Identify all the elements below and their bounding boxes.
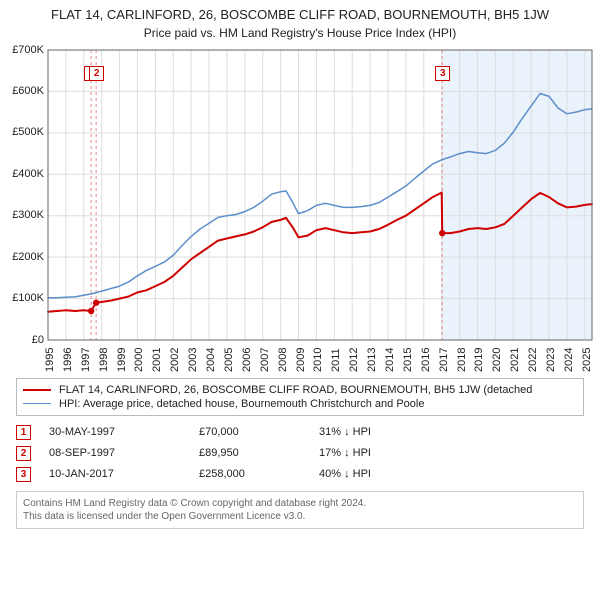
page-subtitle: Price paid vs. HM Land Registry's House … <box>0 24 600 44</box>
x-tick-label: 2013 <box>366 347 378 371</box>
x-tick-label: 1997 <box>80 347 92 371</box>
event-date: 30-MAY-1997 <box>49 426 199 438</box>
y-tick-label: £600K <box>12 85 44 97</box>
event-delta: 31% ↓ HPI <box>319 426 371 438</box>
x-tick-label: 2005 <box>223 347 235 371</box>
x-tick-label: 2019 <box>473 347 485 371</box>
footer-line-2: This data is licensed under the Open Gov… <box>23 510 577 523</box>
x-tick-label: 2002 <box>169 347 181 371</box>
legend-label: FLAT 14, CARLINFORD, 26, BOSCOMBE CLIFF … <box>59 384 532 396</box>
event-date: 08-SEP-1997 <box>49 447 199 459</box>
x-tick-label: 2012 <box>348 347 360 371</box>
events-table: 1 30-MAY-1997£70,00031% ↓ HPI 2 08-SEP-1997… <box>16 422 584 485</box>
x-tick-label: 2011 <box>330 348 342 372</box>
x-tick-label: 2018 <box>456 347 468 371</box>
x-tick-label: 1995 <box>44 347 56 371</box>
event-price: £70,000 <box>199 426 319 438</box>
event-row: 1 30-MAY-1997£70,00031% ↓ HPI <box>16 422 584 443</box>
x-tick-label: 2008 <box>277 347 289 371</box>
x-tick-label: 1996 <box>62 347 74 371</box>
footer-attribution: Contains HM Land Registry data © Crown c… <box>16 491 584 529</box>
x-tick-label: 2016 <box>420 347 432 371</box>
x-tick-label: 2001 <box>151 347 163 371</box>
x-tick-label: 2006 <box>241 347 253 371</box>
y-tick-label: £300K <box>12 209 44 221</box>
x-tick-label: 2024 <box>563 347 575 371</box>
event-delta: 17% ↓ HPI <box>319 447 371 459</box>
x-tick-label: 2010 <box>312 347 324 371</box>
y-tick-label: £500K <box>12 126 44 138</box>
chart-svg <box>0 44 600 374</box>
x-tick-label: 2004 <box>205 347 217 371</box>
x-tick-label: 2015 <box>402 347 414 371</box>
event-delta: 40% ↓ HPI <box>319 468 371 480</box>
x-tick-label: 2003 <box>187 347 199 371</box>
y-tick-label: £100K <box>12 292 44 304</box>
x-tick-label: 2017 <box>438 347 450 371</box>
x-tick-label: 2025 <box>581 347 593 371</box>
event-row: 2 08-SEP-1997£89,95017% ↓ HPI <box>16 443 584 464</box>
x-tick-label: 2022 <box>527 347 539 371</box>
x-tick-label: 2014 <box>384 347 396 371</box>
event-row: 3 10-JAN-2017£258,00040% ↓ HPI <box>16 464 584 485</box>
y-tick-label: £200K <box>12 251 44 263</box>
chart-event-marker: 3 <box>435 66 450 81</box>
event-price: £89,950 <box>199 447 319 459</box>
footer-line-1: Contains HM Land Registry data © Crown c… <box>23 497 577 510</box>
chart-event-marker: 2 <box>89 66 104 81</box>
legend-row: HPI: Average price, detached house, Bour… <box>23 397 577 411</box>
event-date: 10-JAN-2017 <box>49 468 199 480</box>
legend-swatch <box>23 389 51 391</box>
legend-label: HPI: Average price, detached house, Bour… <box>59 398 424 410</box>
y-tick-label: £700K <box>12 44 44 56</box>
y-tick-label: £0 <box>32 334 44 346</box>
y-tick-label: £400K <box>12 168 44 180</box>
legend-swatch <box>23 403 51 404</box>
x-tick-label: 1999 <box>116 347 128 371</box>
x-tick-label: 2023 <box>545 347 557 371</box>
price-chart: £0 £100K £200K £300K £400K £500K £600K £700K 199… <box>0 44 600 374</box>
legend-row: FLAT 14, CARLINFORD, 26, BOSCOMBE CLIFF … <box>23 383 577 397</box>
legend: FLAT 14, CARLINFORD, 26, BOSCOMBE CLIFF … <box>16 378 584 416</box>
x-tick-label: 2020 <box>491 347 503 371</box>
event-marker-box: 3 <box>16 467 31 482</box>
x-tick-label: 2000 <box>133 347 145 371</box>
event-marker-box: 1 <box>16 425 31 440</box>
event-price: £258,000 <box>199 468 319 480</box>
x-tick-label: 1998 <box>98 347 110 371</box>
page-title: FLAT 14, CARLINFORD, 26, BOSCOMBE CLIFF … <box>0 0 600 24</box>
x-tick-label: 2007 <box>259 347 271 371</box>
event-marker-box: 2 <box>16 446 31 461</box>
x-tick-label: 2021 <box>509 347 521 371</box>
x-tick-label: 2009 <box>295 347 307 371</box>
